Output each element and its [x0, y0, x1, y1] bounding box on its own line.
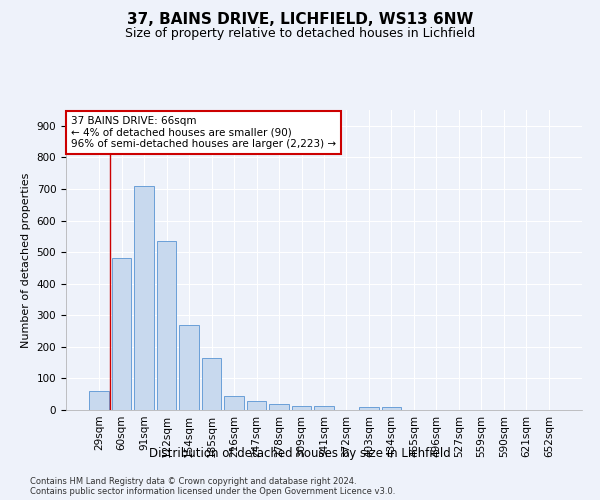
Text: Size of property relative to detached houses in Lichfield: Size of property relative to detached ho…: [125, 28, 475, 40]
Bar: [292, 406, 311, 410]
Text: Contains HM Land Registry data © Crown copyright and database right 2024.: Contains HM Land Registry data © Crown c…: [30, 478, 356, 486]
Bar: [224, 396, 244, 410]
Bar: [247, 401, 266, 410]
Text: 37 BAINS DRIVE: 66sqm
← 4% of detached houses are smaller (90)
96% of semi-detac: 37 BAINS DRIVE: 66sqm ← 4% of detached h…: [71, 116, 336, 149]
Bar: [269, 404, 289, 410]
Bar: [89, 391, 109, 410]
Bar: [179, 324, 199, 410]
Text: Contains public sector information licensed under the Open Government Licence v3: Contains public sector information licen…: [30, 488, 395, 496]
Bar: [112, 258, 131, 410]
Bar: [382, 408, 401, 410]
Bar: [157, 241, 176, 410]
Text: 37, BAINS DRIVE, LICHFIELD, WS13 6NW: 37, BAINS DRIVE, LICHFIELD, WS13 6NW: [127, 12, 473, 28]
Text: Distribution of detached houses by size in Lichfield: Distribution of detached houses by size …: [149, 448, 451, 460]
Bar: [134, 186, 154, 410]
Bar: [314, 406, 334, 410]
Bar: [202, 358, 221, 410]
Bar: [359, 408, 379, 410]
Y-axis label: Number of detached properties: Number of detached properties: [21, 172, 31, 348]
